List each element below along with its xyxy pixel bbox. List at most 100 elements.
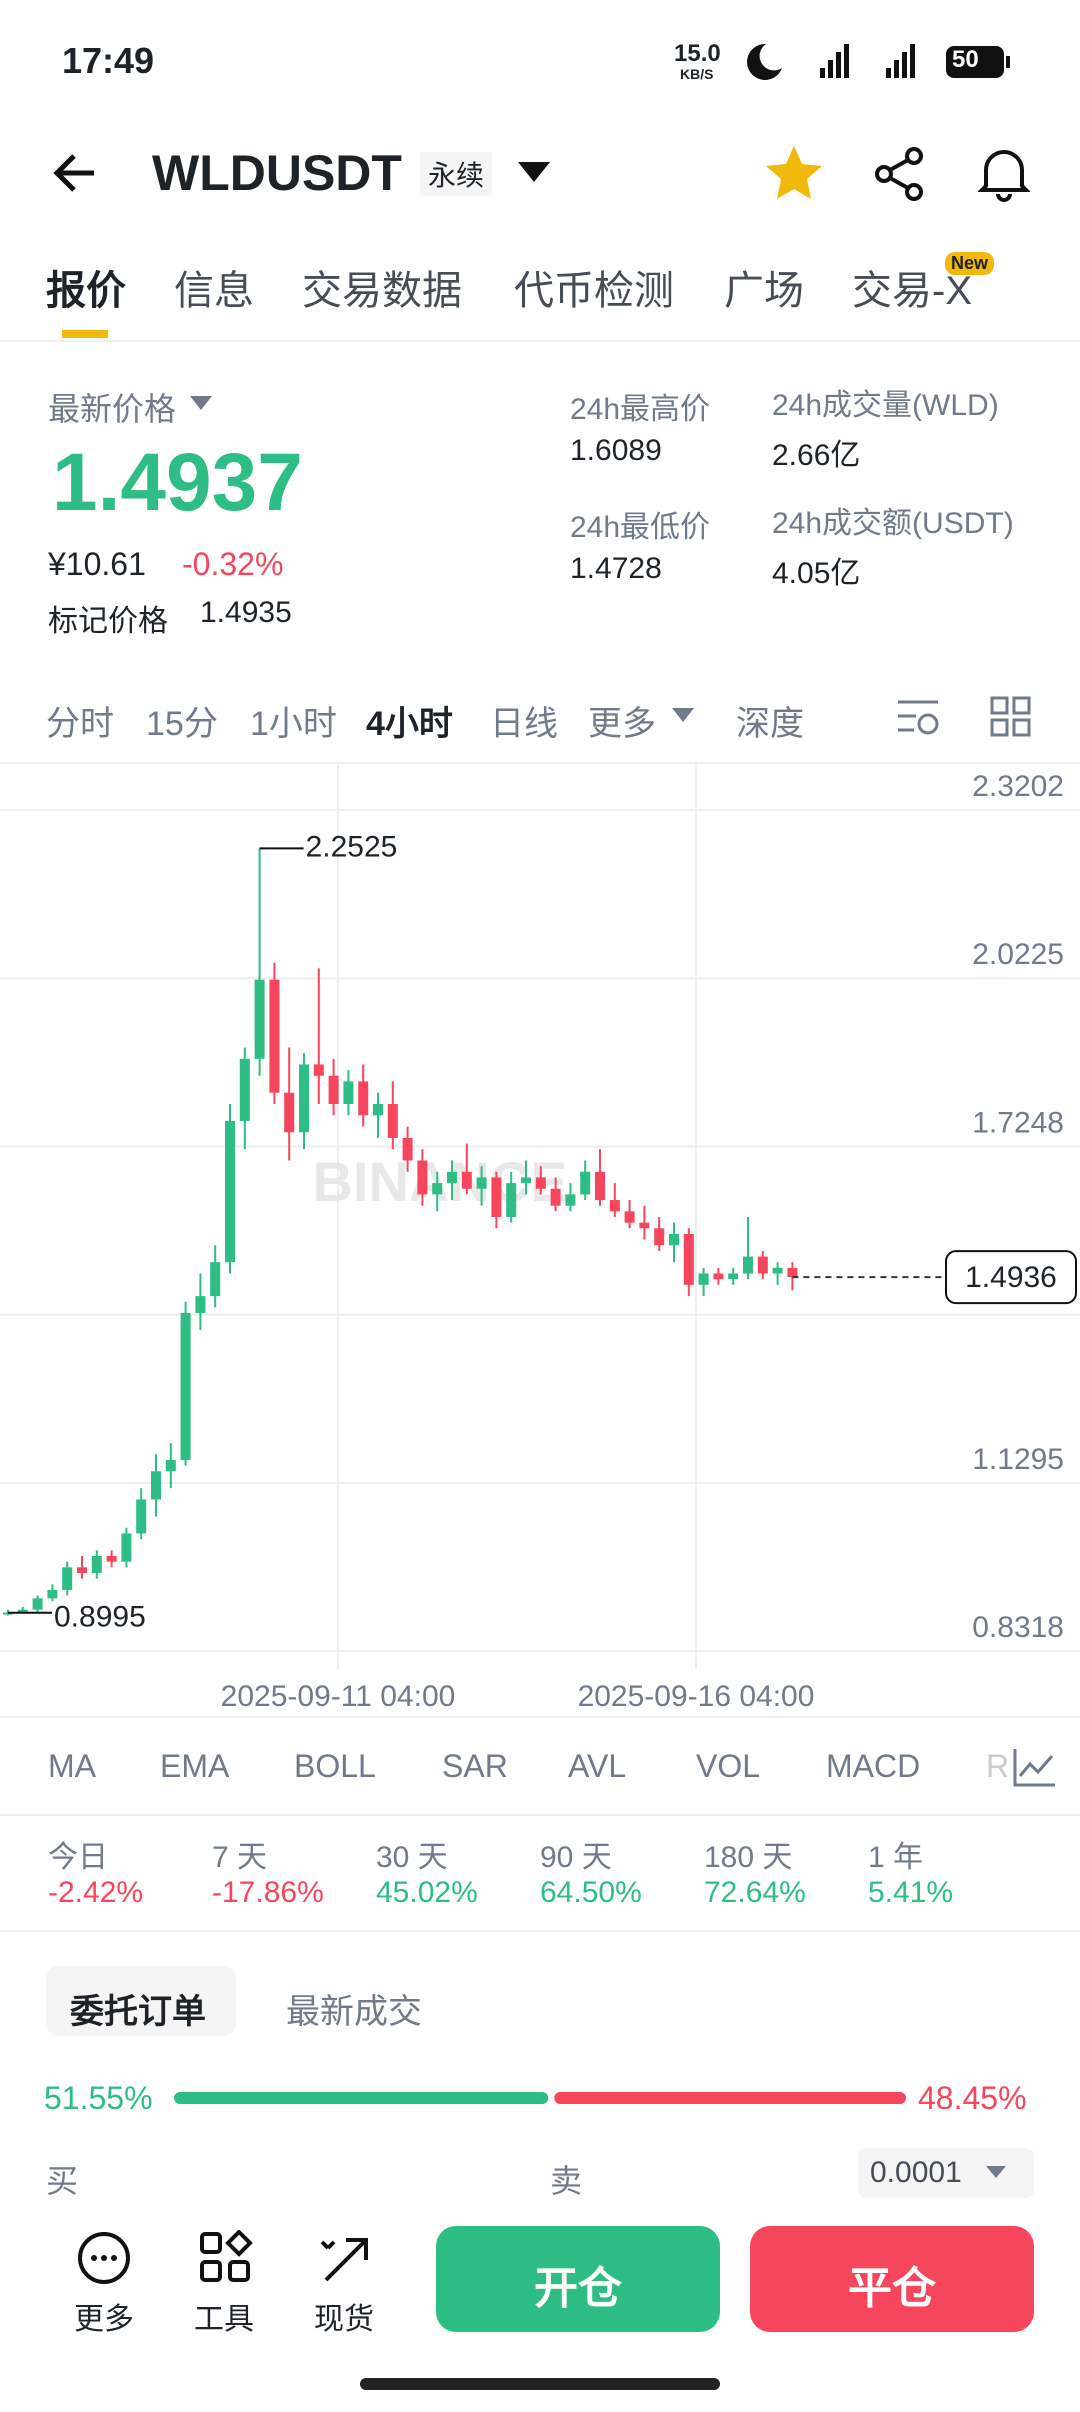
open-label: 开仓: [534, 2264, 622, 2313]
stat-value: 1.4728: [570, 552, 662, 585]
buy-ratio: 51.55%: [44, 2080, 153, 2116]
menu-item[interactable]: 现货: [314, 2303, 374, 2336]
timeframe[interactable]: 更多: [588, 705, 656, 743]
indicator[interactable]: MA: [48, 1748, 96, 1784]
menu-item[interactable]: 工具: [194, 2303, 254, 2336]
price-dropdown[interactable]: [190, 396, 214, 412]
symbol[interactable]: WLDUSDT: [152, 145, 402, 201]
timeframe[interactable]: 深度: [736, 705, 804, 743]
sell-bar: [554, 2092, 906, 2104]
indicator[interactable]: MACD: [826, 1748, 921, 1784]
candle-body: [669, 1233, 679, 1246]
period: 1 年: [868, 1841, 924, 1874]
cny-price: ¥10.61: [48, 546, 146, 582]
candle-body: [62, 1567, 73, 1590]
close-label: 平仓: [848, 2264, 936, 2313]
candle-body: [195, 1296, 206, 1314]
period-change: 5.41%: [868, 1876, 954, 1909]
period: 180 天: [704, 1841, 793, 1874]
candle-body: [299, 1064, 309, 1133]
candlestick-chart[interactable]: BINANCE2.32022.02251.72481.42711.12950.8…: [0, 0, 1080, 1720]
layout-toggle[interactable]: [990, 696, 1032, 738]
indicator[interactable]: VOL: [696, 1748, 761, 1784]
candle-body: [180, 1313, 191, 1460]
divider: [0, 1930, 1080, 1932]
indicator[interactable]: SAR: [442, 1748, 508, 1784]
order-tab[interactable]: 最新成交: [286, 1993, 422, 2031]
menu-item[interactable]: 更多: [74, 2303, 134, 2336]
ratio-bar: [174, 2092, 906, 2104]
back-button[interactable]: [50, 148, 100, 198]
more-dropdown[interactable]: [672, 708, 696, 724]
order-tab[interactable]: 委托订单: [70, 1993, 206, 2031]
new-badge: New: [945, 252, 995, 275]
price-label[interactable]: 最新价格: [48, 391, 177, 427]
tab[interactable]: 交易-X: [852, 269, 972, 313]
stat-label: 24h最低价: [570, 511, 711, 544]
period-change: 72.64%: [704, 1876, 806, 1909]
status-icons: [747, 43, 1010, 80]
timeframe[interactable]: 15分: [146, 705, 218, 743]
tab[interactable]: 交易数据: [302, 269, 462, 313]
timeframe[interactable]: 1小时: [250, 705, 337, 743]
period: 30 天: [376, 1841, 448, 1874]
share-button[interactable]: [872, 146, 928, 202]
candle-body: [565, 1194, 576, 1206]
candle-body: [683, 1233, 694, 1285]
close-button[interactable]: [750, 2226, 1034, 2332]
indicator[interactable]: AVL: [568, 1748, 627, 1784]
home-indicator: [360, 2378, 720, 2390]
open-button[interactable]: [436, 2226, 720, 2332]
chart-settings[interactable]: [896, 696, 942, 738]
tab[interactable]: 代币检测: [514, 269, 674, 313]
indicator[interactable]: EMA: [160, 1748, 230, 1784]
candle-body: [328, 1075, 339, 1104]
period: 今日: [48, 1841, 108, 1874]
candle-body: [106, 1556, 117, 1562]
indicator[interactable]: R: [986, 1748, 1010, 1784]
candle-body: [254, 979, 265, 1059]
favorite-star[interactable]: [764, 144, 824, 202]
tab[interactable]: 广场: [724, 269, 804, 313]
candle-body: [373, 1104, 383, 1116]
candle-body: [47, 1589, 58, 1599]
indicator-settings[interactable]: [1012, 1746, 1058, 1788]
indicator[interactable]: BOLL: [294, 1748, 376, 1784]
alert-bell[interactable]: [978, 144, 1030, 202]
step-selector[interactable]: [858, 2148, 1034, 2198]
stat-label: 24h最高价: [570, 393, 711, 426]
divider: [0, 762, 1080, 764]
last-price: 1.4937: [52, 437, 303, 528]
candle-body: [402, 1137, 413, 1161]
period-change: -17.86%: [212, 1876, 324, 1909]
tab[interactable]: 信息: [174, 269, 254, 313]
candle-body: [91, 1556, 102, 1573]
candle-body: [269, 979, 280, 1093]
tab[interactable]: 报价: [46, 269, 126, 313]
candle-body: [121, 1533, 132, 1562]
mark-price-label: 标记价格: [48, 605, 168, 638]
candle-body: [358, 1081, 369, 1116]
divider: [0, 340, 1080, 342]
contract-badge: 永续: [420, 152, 493, 196]
timeframe[interactable]: 日线: [490, 705, 558, 743]
candle-body: [476, 1177, 487, 1189]
min-label: 0.8995: [54, 1601, 146, 1634]
period-change: -2.42%: [48, 1876, 144, 1909]
timeframe[interactable]: 4小时: [366, 705, 453, 743]
max-label: 2.2525: [306, 830, 398, 863]
y-tick-label: 0.8318: [972, 1611, 1064, 1644]
buy-bar: [174, 2092, 549, 2104]
divider: [0, 1814, 1080, 1816]
stat-value: 2.66亿: [772, 439, 861, 472]
candle-body: [535, 1177, 546, 1189]
tab-indicator: [62, 330, 108, 338]
timeframe[interactable]: 分时: [46, 705, 114, 743]
symbol-dropdown[interactable]: [516, 160, 552, 184]
candle-body: [595, 1171, 605, 1201]
battery: 50: [952, 46, 979, 73]
candle-body: [787, 1267, 798, 1278]
candle-body: [165, 1459, 176, 1472]
y-tick-label: 1.7248: [972, 1106, 1064, 1139]
